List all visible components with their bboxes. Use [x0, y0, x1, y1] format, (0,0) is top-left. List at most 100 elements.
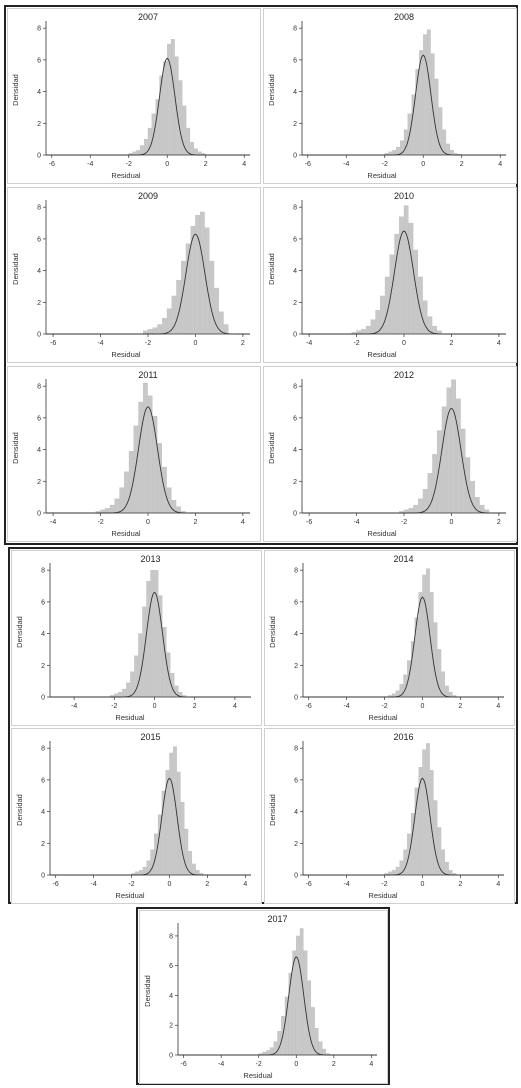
- y-axis-label: Densidad: [11, 74, 20, 106]
- chart-svg: 2009 -6 -4 -2 0 2 0 2 4 6 8 Residual Densidad: [11, 191, 250, 359]
- chart-title: 2017: [267, 914, 287, 924]
- histogram-bar: [209, 260, 215, 335]
- histogram-bar: [446, 387, 452, 514]
- histogram-bar: [195, 214, 200, 335]
- chart-title: 2012: [394, 370, 414, 380]
- x-axis-label: Residual: [111, 350, 141, 359]
- y-tick-label: 6: [37, 236, 41, 243]
- x-tick-label: -2: [111, 703, 117, 710]
- y-tick-label: 0: [294, 695, 298, 702]
- histogram-bar: [392, 150, 397, 156]
- y-tick-label: 0: [37, 153, 41, 160]
- histogram-bar: [408, 222, 414, 335]
- y-tick-label: 2: [294, 841, 298, 848]
- histogram-bar: [322, 1048, 327, 1056]
- y-tick-label: 6: [41, 599, 45, 606]
- histogram-bar: [114, 693, 119, 698]
- y-axis-label: Densidad: [11, 432, 20, 464]
- x-tick-label: -2: [256, 1061, 262, 1068]
- y-tick-label: 0: [41, 695, 45, 702]
- y-tick-label: 2: [169, 1023, 173, 1030]
- x-tick-label: -4: [90, 881, 96, 888]
- histogram-bar: [450, 150, 454, 156]
- chart-svg: 2016 -6 -4 -2 0 2 4 0 2 4 6 8 Residual Densidad: [268, 732, 504, 900]
- histogram-bar: [470, 481, 475, 514]
- x-tick-label: 4: [496, 881, 500, 888]
- y-tick-label: 2: [37, 479, 41, 486]
- histogram-bar: [170, 39, 175, 156]
- x-tick-label: 2: [204, 161, 208, 168]
- x-tick-label: -6: [306, 519, 312, 526]
- x-axis-label: Residual: [115, 891, 145, 900]
- histogram-bar: [147, 127, 152, 156]
- x-tick-label: 0: [165, 161, 169, 168]
- x-tick-label: -4: [353, 519, 359, 526]
- x-tick-label: -4: [343, 161, 349, 168]
- x-tick-label: 2: [193, 519, 197, 526]
- x-tick-label: -2: [97, 519, 103, 526]
- histogram-panel-2008: 2008 -6 -4 -2 0 2 4 0 2 4 6 8 Residual Densidad: [263, 8, 517, 184]
- chart-svg: 2017 -6 -4 -2 0 2 4 0 2 4 6 8 Residual Densidad: [143, 914, 377, 1080]
- histogram-bar: [430, 53, 435, 156]
- histogram-bar: [214, 287, 219, 335]
- x-tick-label: -4: [343, 881, 349, 888]
- x-tick-label: -2: [353, 340, 359, 347]
- histogram-panel-2012: 2012 -6 -4 -2 0 2 0 2 4 6 8 Residual Densidad: [263, 366, 517, 542]
- chart-title: 2009: [138, 191, 158, 201]
- histogram-bar: [190, 142, 194, 156]
- y-tick-label: 4: [294, 631, 298, 638]
- histogram-bar: [163, 61, 167, 156]
- chart-title: 2014: [393, 554, 413, 564]
- histogram-bar: [150, 849, 155, 876]
- y-tick-label: 8: [37, 205, 41, 212]
- y-tick-label: 6: [294, 777, 298, 784]
- histogram-bar: [388, 871, 392, 876]
- x-tick-label: 0: [146, 519, 150, 526]
- y-tick-label: 8: [293, 26, 297, 33]
- histogram-bar: [365, 325, 371, 335]
- x-tick-label: 2: [332, 1061, 336, 1068]
- x-tick-label: 2: [193, 703, 197, 710]
- y-tick-label: 2: [293, 479, 297, 486]
- histogram-panel-2007: 2007 -6 -4 -2 0 2 4 0 2 4 6 8 Residual Densidad: [7, 8, 261, 184]
- histogram-bar: [433, 800, 438, 876]
- y-tick-label: 2: [41, 663, 45, 670]
- x-tick-label: 4: [497, 340, 501, 347]
- y-tick-label: 0: [293, 332, 297, 339]
- x-tick-label: -4: [97, 340, 103, 347]
- histogram-bar: [155, 99, 160, 156]
- histogram-bar: [138, 633, 143, 698]
- histogram-bar: [418, 498, 423, 514]
- y-tick-label: 4: [41, 631, 45, 638]
- y-axis-label: Densidad: [15, 794, 24, 826]
- y-axis-label: Densidad: [267, 74, 276, 106]
- histogram-bar: [413, 504, 418, 514]
- histogram-panel-2017: 2017 -6 -4 -2 0 2 4 0 2 4 6 8 Residual Densidad: [139, 910, 388, 1084]
- x-axis-label: Residual: [367, 350, 397, 359]
- x-tick-label: 0: [153, 703, 157, 710]
- x-tick-label: -4: [343, 703, 349, 710]
- histogram-bar: [307, 980, 312, 1056]
- histogram-bar: [446, 143, 450, 156]
- y-tick-label: 0: [294, 873, 298, 880]
- histogram-bar: [437, 649, 442, 698]
- y-tick-label: 4: [37, 268, 41, 275]
- histogram-panel-2013: 2013 -4 -2 0 2 4 0 2 4 6 8 Residual Densidad: [11, 550, 262, 726]
- y-tick-label: 0: [293, 511, 297, 518]
- x-tick-label: -4: [306, 340, 312, 347]
- histogram-bar: [311, 1007, 315, 1056]
- histogram-bar: [133, 425, 139, 514]
- x-tick-label: -6: [50, 340, 56, 347]
- x-tick-label: 0: [193, 340, 197, 347]
- histogram-bar: [184, 828, 189, 876]
- histogram-bar: [407, 660, 411, 698]
- y-tick-label: 4: [294, 809, 298, 816]
- histogram-panel-2015: 2015 -6 -4 -2 0 2 4 0 2 4 6 8 Residual Densidad: [11, 728, 262, 904]
- chart-svg: 2014 -6 -4 -2 0 2 4 0 2 4 6 8 Residual Densidad: [268, 554, 504, 722]
- x-tick-label: 2: [241, 340, 245, 347]
- histogram-bar: [146, 581, 151, 698]
- x-tick-label: -4: [50, 519, 56, 526]
- x-tick-label: 2: [458, 881, 462, 888]
- x-tick-label: 2: [458, 703, 462, 710]
- histogram-bar: [132, 151, 137, 156]
